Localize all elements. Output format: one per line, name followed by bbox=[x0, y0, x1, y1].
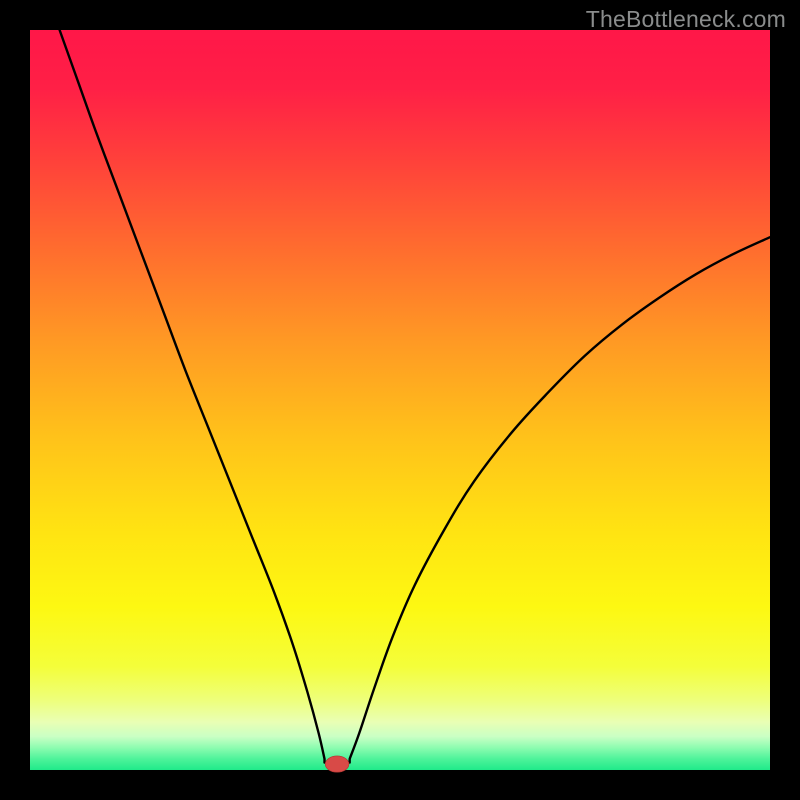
watermark-text: TheBottleneck.com bbox=[586, 6, 786, 33]
plot-background bbox=[30, 30, 770, 770]
chart-svg bbox=[0, 0, 800, 800]
optimal-point-marker bbox=[325, 756, 349, 772]
bottleneck-chart: TheBottleneck.com bbox=[0, 0, 800, 800]
